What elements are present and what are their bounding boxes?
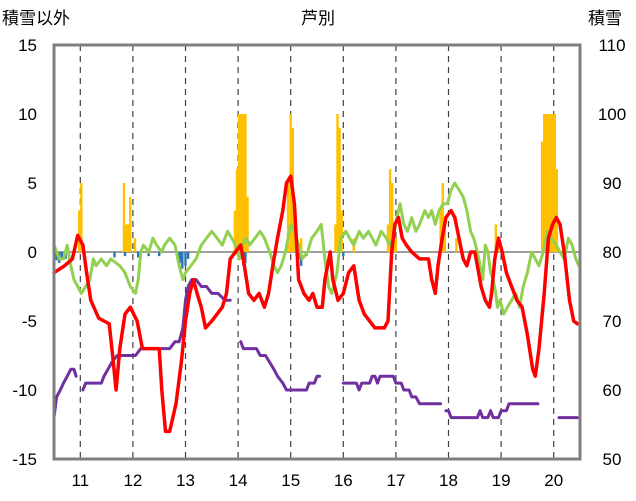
snow-bar xyxy=(233,210,237,252)
snow-bar xyxy=(455,238,458,252)
snow-bar xyxy=(553,114,556,252)
x-tick-labels: 11 12 13 14 15 16 17 18 19 20 xyxy=(71,471,563,490)
purple-series-line xyxy=(444,402,540,420)
snow-bar xyxy=(334,224,337,252)
other-bar xyxy=(123,252,127,257)
x-tick-label: 11 xyxy=(71,471,89,490)
right-tick-label: 90 xyxy=(603,174,622,193)
other-bar xyxy=(113,252,116,258)
x-tick-label: 12 xyxy=(123,471,142,490)
left-tick-label: 15 xyxy=(18,36,37,55)
x-tick-label: 13 xyxy=(176,471,195,490)
snow-bar xyxy=(555,169,559,252)
green-series-line xyxy=(52,181,581,316)
red-series-line xyxy=(52,174,580,434)
other-bar xyxy=(181,252,184,269)
right-tick-label: 60 xyxy=(603,381,622,400)
snow-bar xyxy=(441,183,444,252)
left-axis-title: 積雪以外 xyxy=(2,9,70,28)
snow-bar xyxy=(286,183,290,252)
snow-bar xyxy=(551,114,554,252)
snow-bar xyxy=(244,114,247,252)
snow-bar xyxy=(494,224,498,252)
other-bar xyxy=(244,252,247,264)
x-tick-label: 16 xyxy=(334,471,353,490)
other-bar xyxy=(55,252,58,261)
x-tick-label: 17 xyxy=(386,471,405,490)
right-axis-title: 積雪 xyxy=(588,9,622,28)
snow-bar xyxy=(394,238,398,252)
x-tick-label: 15 xyxy=(281,471,300,490)
snow-bar xyxy=(242,114,245,252)
other-bar xyxy=(147,252,150,257)
snow-bar xyxy=(391,183,394,252)
snow-bar xyxy=(80,183,83,252)
x-tick-label: 14 xyxy=(229,471,248,490)
other-bar xyxy=(186,252,190,259)
x-tick-label: 19 xyxy=(492,471,511,490)
other-bar xyxy=(342,252,345,257)
snow-bar xyxy=(547,114,550,252)
purple-series-line xyxy=(341,374,443,406)
left-tick-label: 10 xyxy=(18,105,37,124)
snow-bar xyxy=(336,114,339,252)
plot-frame xyxy=(52,43,582,461)
left-tick-label: 0 xyxy=(28,243,37,262)
other-bar xyxy=(136,252,140,258)
snow-bar xyxy=(124,224,128,252)
snow-bar xyxy=(122,183,126,252)
left-tick-label: -5 xyxy=(22,312,37,331)
snow-bar xyxy=(543,114,546,252)
snow-bar xyxy=(540,141,544,252)
line-series xyxy=(52,174,581,434)
purple-series-line xyxy=(239,340,322,392)
other-bar xyxy=(179,252,182,264)
snow-bar xyxy=(443,224,447,252)
chart-title: 芦別 xyxy=(301,9,335,28)
snow-bar xyxy=(388,169,392,252)
snow-bar xyxy=(439,210,442,252)
right-tick-label: 80 xyxy=(603,243,622,262)
x-tick-label: 20 xyxy=(544,471,563,490)
snow-bar xyxy=(300,238,303,252)
snow-bar xyxy=(129,196,132,252)
snow-bar xyxy=(340,210,343,252)
left-tick-label: 5 xyxy=(28,174,37,193)
left-tick-labels: 15 10 5 0 -5 -10 -15 xyxy=(12,36,37,469)
right-tick-labels: 110 100 90 80 70 60 50 xyxy=(598,36,626,469)
right-tick-label: 50 xyxy=(603,450,622,469)
purple-series-line xyxy=(52,367,78,420)
purple-series-line xyxy=(81,278,232,392)
right-tick-label: 100 xyxy=(598,105,626,124)
other-bar xyxy=(60,252,64,259)
snow-bar xyxy=(549,114,552,252)
snow-bar xyxy=(235,169,239,252)
snow-bar xyxy=(133,238,137,252)
snow-bar xyxy=(237,114,241,252)
other-bar xyxy=(184,252,187,266)
left-tick-label: -10 xyxy=(12,381,37,400)
x-tick-label: 18 xyxy=(439,471,458,490)
right-tick-label: 70 xyxy=(603,312,622,331)
snow-bar xyxy=(78,210,81,252)
snow-bar xyxy=(545,114,548,252)
snow-bar xyxy=(338,127,341,252)
other-bar xyxy=(158,252,161,257)
snow-bar xyxy=(126,224,130,252)
snow-bar xyxy=(246,196,249,252)
right-tick-label: 110 xyxy=(598,36,625,55)
snow-bar xyxy=(240,114,243,252)
left-tick-label: -15 xyxy=(12,450,37,469)
